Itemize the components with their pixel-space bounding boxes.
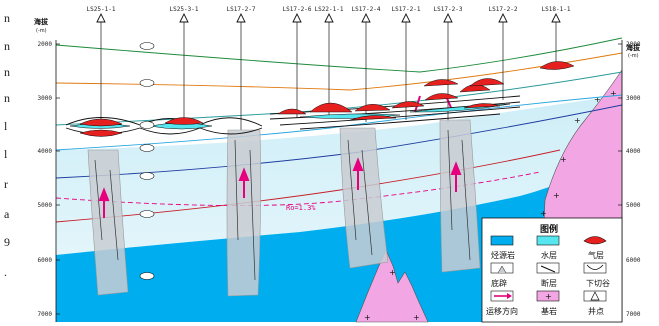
diapir-bodies [87, 119, 481, 297]
svg-text:基岩: 基岩 [541, 306, 557, 316]
svg-text:海拔: 海拔 [626, 43, 641, 52]
cropped-text-char: n [4, 91, 10, 105]
depth-tick-label: 7000 [626, 311, 641, 318]
svg-text:气层: 气层 [588, 250, 604, 260]
well-label: LS25-3-1 [170, 6, 199, 13]
svg-text:(-m): (-m) [628, 53, 639, 59]
cropped-text-char: l [4, 147, 8, 161]
depth-ticks-left: 2000 3000 4000 5000 6000 7000 [38, 41, 60, 318]
diapir-4 [439, 119, 481, 273]
depth-tick-label: 2000 [626, 41, 641, 48]
depth-axis-right: 海拔 (-m) [621, 40, 641, 322]
svg-text:(-m): (-m) [36, 28, 47, 34]
svg-text:水层: 水层 [541, 250, 557, 260]
source-rock-layer [56, 150, 622, 322]
legend-swatch-water [536, 235, 560, 246]
legend-swatch-basement [536, 290, 560, 302]
well-label: LS18-1-1 [542, 6, 571, 13]
diapir-faults [94, 129, 471, 281]
basement-bottom [355, 249, 429, 323]
legend-swatch-incised-valley [583, 262, 607, 274]
gas-lenses [79, 61, 575, 137]
depth-tick-label: 5000 [38, 202, 53, 209]
cropped-text-char: l [4, 119, 8, 133]
diapir-2 [226, 129, 261, 297]
legend-swatch-fault [536, 262, 560, 274]
svg-text:断层: 断层 [541, 278, 557, 288]
depth-tick-label: 7000 [38, 311, 53, 318]
svg-text:+: + [389, 268, 396, 277]
well-label: LS17-2-2 [489, 6, 518, 13]
svg-text:井点: 井点 [588, 306, 604, 316]
depth-tick-label: 6000 [38, 257, 53, 264]
horizon-markers [139, 42, 155, 280]
legend-swatch-gas [583, 236, 607, 245]
svg-text:运移方向: 运移方向 [486, 306, 518, 316]
ro-contour-label: Ro=1.3% [286, 204, 316, 212]
svg-text:+: + [545, 292, 552, 301]
svg-text:+: + [413, 313, 420, 322]
legend: 图例 烃源岩 水层 气层 底辟 断层 下切谷 + 运移方向 基岩 井点 [481, 217, 623, 323]
well-label: LS25-1-1 [87, 6, 116, 13]
well-label: LS17-2-1 [392, 6, 421, 13]
depth-tick-label: 4000 [626, 148, 641, 155]
well-label: LS17-2-4 [352, 6, 381, 13]
cropped-text-char: n [4, 11, 10, 25]
depth-tick-label: 6000 [626, 257, 641, 264]
cropped-text-char: 9 [4, 235, 10, 249]
svg-text:+: + [574, 116, 581, 125]
svg-text:海拔: 海拔 [34, 17, 49, 26]
cropped-text-char: n [4, 39, 10, 53]
svg-text:+: + [594, 95, 601, 104]
svg-text:下切谷: 下切谷 [586, 279, 610, 288]
well-label: LS17-2-3 [434, 6, 463, 13]
svg-text:+: + [553, 191, 560, 200]
svg-text:底辟: 底辟 [491, 278, 507, 288]
svg-text:烃源岩: 烃源岩 [491, 250, 515, 260]
cropped-text-char: a [4, 207, 10, 221]
svg-text:+: + [540, 209, 547, 218]
depth-tick-label: 5000 [626, 202, 641, 209]
well-lines [100, 15, 557, 130]
depth-tick-label: 3000 [626, 95, 641, 102]
basement-marks: + + + + + + + + + [364, 89, 617, 322]
legend-swatch-source-rock [490, 235, 514, 246]
well-label: LS17-2-7 [227, 6, 256, 13]
cropped-text-char: r [4, 177, 8, 191]
cropped-text-char: . [4, 265, 7, 279]
svg-text:+: + [560, 155, 567, 164]
svg-text:+: + [364, 313, 371, 322]
well-labels: LS25-1-1 LS25-3-1 LS17-2-7 LS17-2-6 LS22-1-1… [87, 6, 571, 13]
well-label: LS22-1-1 [315, 6, 344, 13]
diapir-3 [339, 127, 389, 269]
depth-tick-label: 3000 [38, 95, 53, 102]
legend-title: 图例 [540, 223, 558, 235]
cropped-text-char: n [4, 65, 10, 79]
well-point-icons [96, 12, 561, 23]
depth-tick-label: 4000 [38, 148, 53, 155]
depth-axis-left: 海拔 (-m) [34, 17, 57, 322]
depth-tick-label: 2000 [38, 41, 53, 48]
migration-arrows [98, 95, 462, 218]
svg-text:+: + [610, 89, 617, 98]
well-label: LS17-2-6 [283, 6, 312, 13]
